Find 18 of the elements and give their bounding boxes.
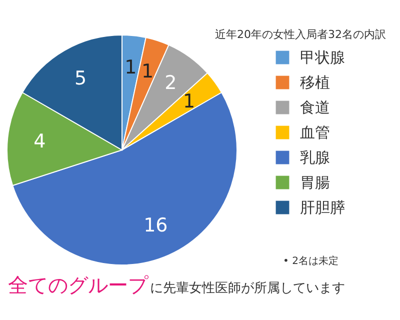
data-label: 2: [164, 72, 177, 94]
data-label: 16: [144, 214, 168, 237]
chart-title: 近年20年の女性入局者32名の内訳: [215, 28, 386, 41]
legend-label: 食道: [300, 98, 330, 116]
text: に先輩女性医師が所属しています: [150, 281, 345, 296]
data-label: 1: [182, 90, 196, 112]
legend-label: 胃腸: [300, 174, 330, 192]
data-label: 1: [142, 60, 154, 82]
text: • 2名は未定: [283, 255, 338, 267]
data-label: 5: [74, 67, 87, 90]
legend-label: 乳腺: [300, 148, 330, 166]
legend-label: 移植: [300, 74, 330, 92]
data-label: 4: [34, 130, 46, 152]
text: 全てのグループ: [8, 273, 149, 297]
legend-label: 肝胆膵: [300, 198, 345, 216]
legend-label: 血管: [300, 124, 330, 142]
legend-label: 甲状腺: [300, 48, 345, 66]
data-label: 1: [124, 56, 137, 79]
